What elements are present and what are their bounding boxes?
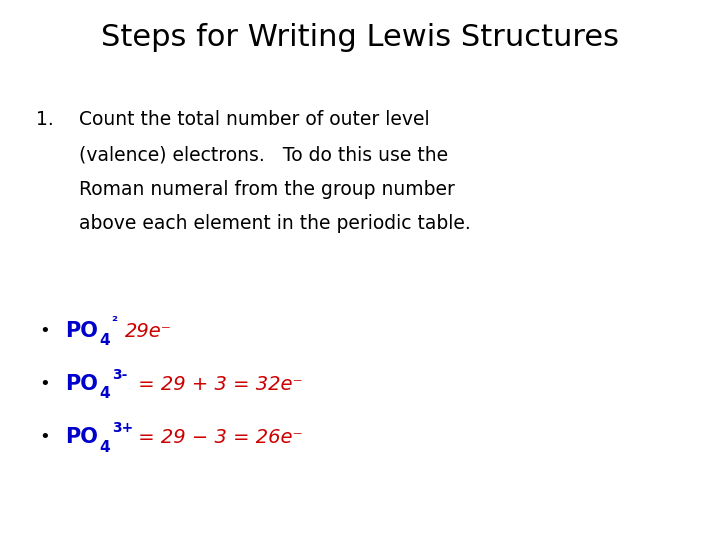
Text: above each element in the periodic table.: above each element in the periodic table… (79, 214, 471, 233)
Text: PO: PO (65, 374, 97, 394)
Text: 4: 4 (99, 387, 109, 401)
Text: 1.: 1. (36, 111, 54, 130)
Text: •: • (40, 322, 50, 340)
Text: = 29 − 3 = 26e⁻: = 29 − 3 = 26e⁻ (132, 428, 302, 447)
Text: Steps for Writing Lewis Structures: Steps for Writing Lewis Structures (101, 23, 619, 52)
Text: Count the total number of outer level: Count the total number of outer level (79, 111, 430, 130)
Text: = 29 + 3 = 32e⁻: = 29 + 3 = 32e⁻ (132, 375, 302, 394)
Text: (valence) electrons.   To do this use the: (valence) electrons. To do this use the (79, 145, 448, 164)
Text: 3+: 3+ (112, 421, 133, 435)
Text: •: • (40, 428, 50, 447)
Text: PO: PO (65, 428, 97, 448)
Text: 4: 4 (99, 333, 109, 348)
Text: •: • (40, 375, 50, 393)
Text: Roman numeral from the group number: Roman numeral from the group number (79, 180, 455, 199)
Text: ²: ² (112, 315, 117, 328)
Text: PO: PO (65, 321, 97, 341)
Text: 4: 4 (99, 440, 109, 455)
Text: 29e⁻: 29e⁻ (125, 322, 171, 341)
Text: 3-: 3- (112, 368, 127, 382)
